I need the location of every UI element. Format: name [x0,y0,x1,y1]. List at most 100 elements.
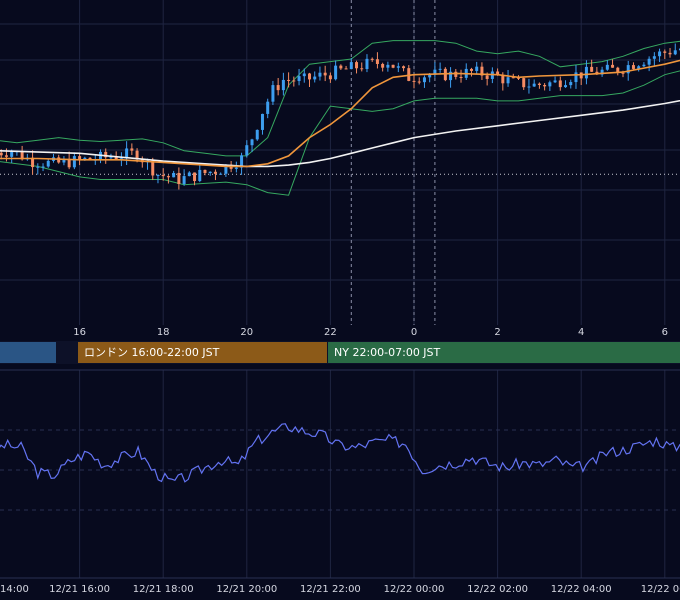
candle-down [511,77,515,79]
candle-down [287,79,291,81]
candle-down [459,76,463,78]
x-tick-label-top: 2 [494,327,501,338]
candle-down [276,85,280,91]
candle-up [109,157,113,159]
candle-up [569,82,573,86]
candle-up [553,80,557,83]
candle-down [590,66,594,72]
candle-up [255,129,259,140]
candle-up [642,64,646,67]
candle-up [313,76,317,80]
candle-up [240,155,244,168]
candle-up [422,77,426,83]
candle-down [417,81,421,83]
candle-down [344,68,348,70]
candle-up [564,85,568,88]
candle-up [172,172,176,178]
x-tick-label-bottom: 12/21 16:00 [49,584,111,595]
x-tick-label-top: 6 [661,327,668,338]
x-tick-label-top: 16 [73,327,86,338]
candle-up [605,64,609,70]
candle-up [637,66,641,69]
candle-up [584,66,588,79]
session-bar-london: ロンドン 16:00-22:00 JST [78,342,327,363]
candle-up [673,50,677,55]
candle-down [407,68,411,81]
candle-down [375,59,379,64]
candle-up [234,167,238,169]
candle-up [600,69,604,75]
candle-down [135,150,139,160]
candle-down [522,78,526,88]
candle-down [480,66,484,76]
candle-up [119,158,123,160]
candle-up [260,113,264,130]
candle-up [125,148,129,159]
candle-down [485,75,489,79]
candle-down [558,80,562,88]
candle-down [370,58,374,60]
x-tick-label-bottom: 12/21 20:00 [216,584,278,595]
candle-down [469,68,473,71]
candle-up [548,82,552,87]
candle-down [360,68,364,70]
candle-up [281,79,285,91]
candle-up [318,72,322,77]
candle-up [428,74,432,78]
candle-down [0,152,3,156]
candle-down [114,157,118,160]
candle-down [88,157,92,160]
candle-down [323,72,327,76]
candle-down [402,66,406,69]
candle-up [83,157,87,160]
candle-up [365,58,369,70]
candle-down [203,169,207,174]
x-tick-label-bottom: 12/22 00:00 [383,584,445,595]
x-tick-label-top: 20 [240,327,254,338]
candle-up [506,77,510,84]
candle-down [537,83,541,85]
candle-up [62,158,66,163]
candle-down [161,175,165,177]
candle-up [10,151,14,157]
ma-slow-line [0,99,680,168]
candle-up [219,173,223,175]
oscillator-panel [0,423,680,483]
candle-down [31,157,35,168]
candle-down [292,80,296,82]
candle-down [621,72,625,74]
candle-down [177,172,181,185]
candle-up [527,86,531,88]
candle-up [250,139,254,146]
candle-down [355,62,359,69]
candle-up [187,172,191,177]
candle-up [647,58,651,65]
candle-down [78,156,82,160]
candle-down [104,151,108,158]
candle-down [67,158,71,168]
candle-down [151,160,155,176]
candle-up [396,66,400,68]
x-tick-label-bottom: 12/21 18:00 [132,584,194,595]
candle-up [72,156,76,168]
x-tick-label-bottom: 14:00 [0,584,29,595]
candle-down [213,171,217,174]
candle-down [328,75,332,80]
candle-up [36,166,40,168]
candle-down [20,151,24,160]
candle-down [616,67,620,73]
candle-down [130,148,134,151]
candle-up [156,175,160,177]
candle-up [297,76,301,82]
candle-down [611,64,615,68]
candle-up [46,160,50,167]
candle-up [266,101,270,114]
oscillator-line [0,423,680,483]
candle-up [302,73,306,77]
session-bar-ny: NY 22:00-07:00 JST [328,342,680,363]
candle-down [543,84,547,87]
candle-up [652,56,656,59]
candle-up [433,69,437,75]
candle-up [475,66,479,71]
